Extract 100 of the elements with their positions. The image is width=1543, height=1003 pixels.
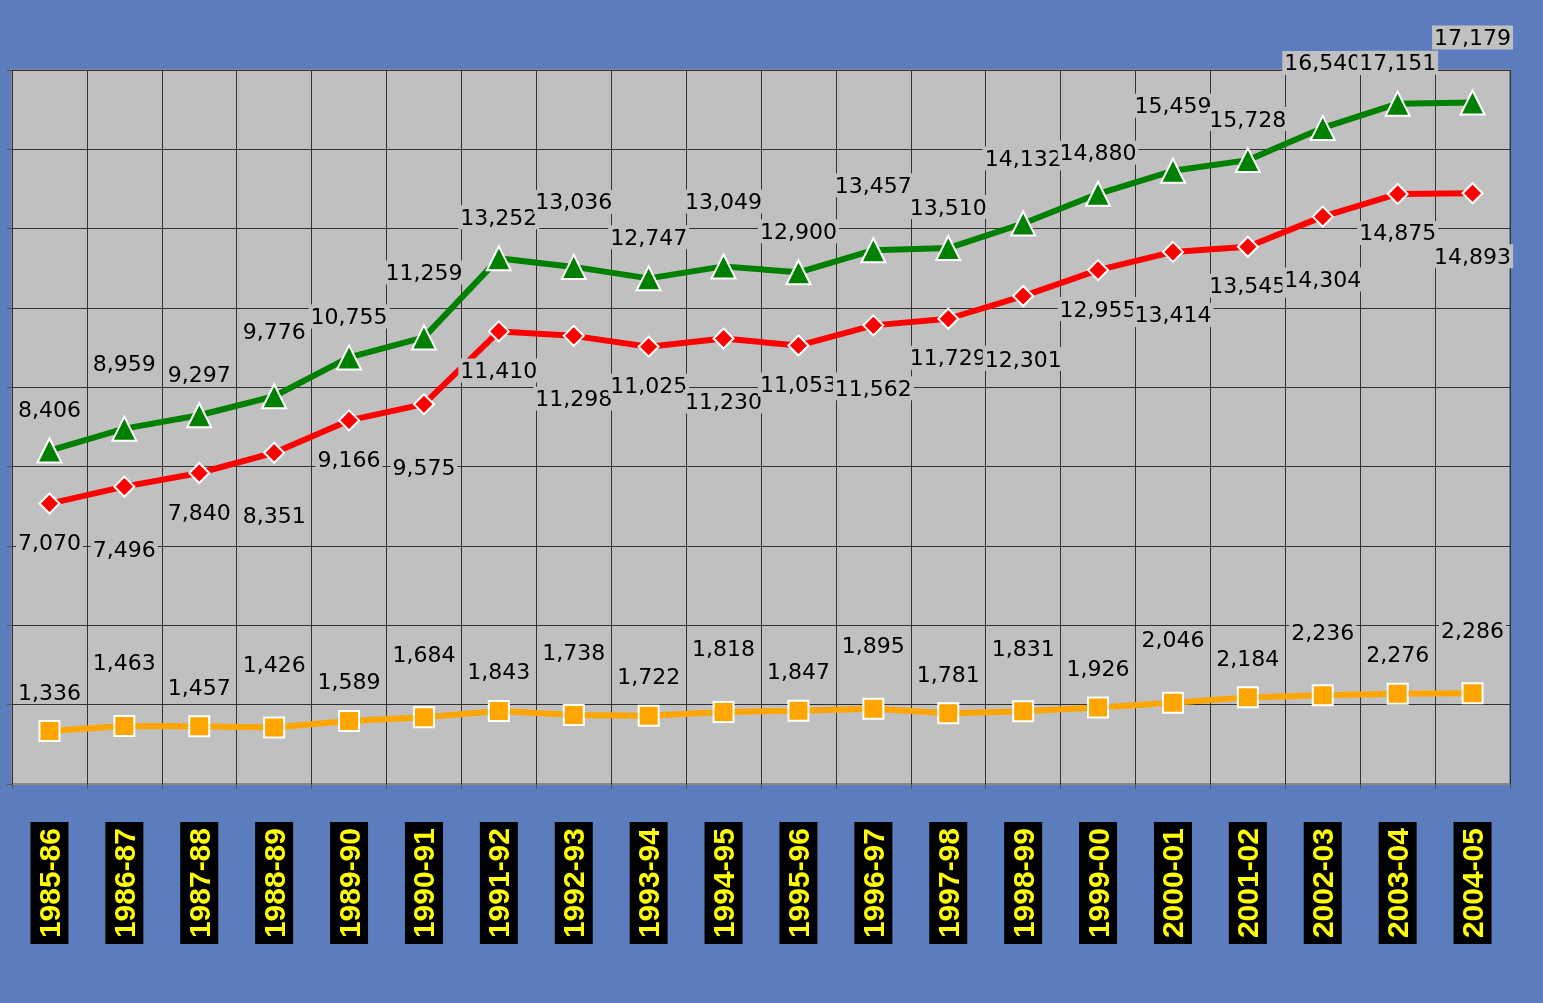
data-label: 7,496 xyxy=(92,537,156,563)
data-label: 1,684 xyxy=(392,641,456,667)
point xyxy=(712,327,735,350)
data-label: 13,457 xyxy=(834,172,912,198)
x-tick-label: 2001-02 xyxy=(1231,828,1265,939)
point xyxy=(36,437,63,464)
data-label: 9,575 xyxy=(392,454,456,480)
point xyxy=(113,714,136,737)
x-tick-label: 1990-91 xyxy=(407,828,441,939)
point xyxy=(862,314,885,337)
data-label: 16,540 xyxy=(1284,50,1362,76)
data-label: 1,426 xyxy=(242,651,306,677)
x-tick-label: 1994-95 xyxy=(707,828,741,939)
point xyxy=(186,402,213,429)
data-label: 15,728 xyxy=(1209,106,1287,132)
x-tick-label: 1998-99 xyxy=(1006,828,1040,939)
point xyxy=(111,415,138,442)
data-label: 11,025 xyxy=(610,373,688,399)
data-label: 1,818 xyxy=(692,636,756,662)
point xyxy=(1461,682,1484,705)
data-label: 14,893 xyxy=(1434,243,1512,269)
data-label: 14,132 xyxy=(984,145,1062,171)
data-label: 12,747 xyxy=(610,224,688,250)
data-label: 1,457 xyxy=(167,674,231,700)
data-label: 12,301 xyxy=(984,346,1062,372)
point xyxy=(560,253,587,280)
x-tick-label: 1991-92 xyxy=(482,828,516,939)
data-label: 11,298 xyxy=(535,386,613,412)
data-label: 2,236 xyxy=(1291,619,1355,645)
data-label: 15,459 xyxy=(1134,93,1212,119)
data-label: 9,297 xyxy=(167,361,231,387)
data-label: 12,955 xyxy=(1059,296,1137,322)
x-tick-label: 1989-90 xyxy=(332,828,366,939)
data-label: 7,840 xyxy=(167,499,231,525)
point xyxy=(1085,180,1112,207)
data-label: 12,900 xyxy=(759,218,837,244)
data-label: 2,046 xyxy=(1141,627,1205,653)
data-label: 11,410 xyxy=(460,357,538,383)
data-label: 1,843 xyxy=(467,659,531,685)
point xyxy=(1161,240,1184,263)
x-tick-label: 1992-93 xyxy=(557,828,591,939)
point xyxy=(188,462,211,485)
point xyxy=(1386,182,1409,205)
point xyxy=(1012,700,1035,723)
point xyxy=(38,720,61,743)
data-label: 8,959 xyxy=(92,351,156,377)
point xyxy=(1459,89,1486,116)
x-tick-label: 1987-88 xyxy=(182,828,216,939)
point xyxy=(1159,157,1186,184)
point xyxy=(860,237,887,264)
point xyxy=(785,259,812,286)
data-label: 11,259 xyxy=(385,259,463,285)
x-tick-label: 2003-04 xyxy=(1381,827,1415,939)
x-tick-label: 1985-86 xyxy=(32,828,66,939)
point xyxy=(937,307,960,330)
data-label: 9,166 xyxy=(317,446,381,472)
point xyxy=(1386,682,1409,705)
x-tick-label: 2004-05 xyxy=(1456,828,1490,939)
data-label: 11,562 xyxy=(834,375,912,401)
data-label: 9,776 xyxy=(242,318,306,344)
x-tick-label: 1993-94 xyxy=(632,827,666,939)
point xyxy=(712,700,735,723)
data-label: 1,722 xyxy=(617,664,681,690)
data-label: 10,755 xyxy=(310,303,388,329)
data-label: 17,179 xyxy=(1434,25,1512,51)
point xyxy=(862,697,885,720)
point xyxy=(261,383,288,410)
point xyxy=(338,709,361,732)
data-label: 1,926 xyxy=(1066,656,1130,682)
x-tick-label: 2002-03 xyxy=(1306,828,1340,939)
data-label: 13,510 xyxy=(909,194,987,220)
data-label: 2,276 xyxy=(1366,642,1430,668)
data-label: 1,336 xyxy=(17,679,81,705)
x-tick-label: 1988-89 xyxy=(257,828,291,939)
point xyxy=(188,715,211,738)
point xyxy=(637,335,660,358)
x-tick-label: 1997-98 xyxy=(931,828,965,939)
point xyxy=(1087,696,1110,719)
point xyxy=(1384,90,1411,117)
point xyxy=(410,324,437,351)
data-label: 2,184 xyxy=(1216,645,1280,671)
x-tick-label: 2000-01 xyxy=(1156,828,1190,939)
point xyxy=(562,704,585,727)
data-label: 13,545 xyxy=(1209,273,1287,299)
x-tick-label: 1999-00 xyxy=(1081,828,1115,939)
data-label: 11,230 xyxy=(685,389,763,415)
point xyxy=(485,245,512,272)
data-label: 14,880 xyxy=(1059,140,1137,166)
data-label: 1,781 xyxy=(916,661,980,687)
x-tick-label: 1995-96 xyxy=(781,828,815,939)
data-label: 2,286 xyxy=(1441,617,1505,643)
x-tick-label: 1996-97 xyxy=(856,828,890,939)
data-label: 1,589 xyxy=(317,669,381,695)
data-label: 1,895 xyxy=(841,633,905,659)
point xyxy=(1012,285,1035,308)
point xyxy=(1311,205,1334,228)
point xyxy=(1311,684,1334,707)
x-tick-label: 1986-87 xyxy=(107,828,141,939)
data-label: 13,049 xyxy=(685,188,763,214)
point xyxy=(1087,259,1110,282)
